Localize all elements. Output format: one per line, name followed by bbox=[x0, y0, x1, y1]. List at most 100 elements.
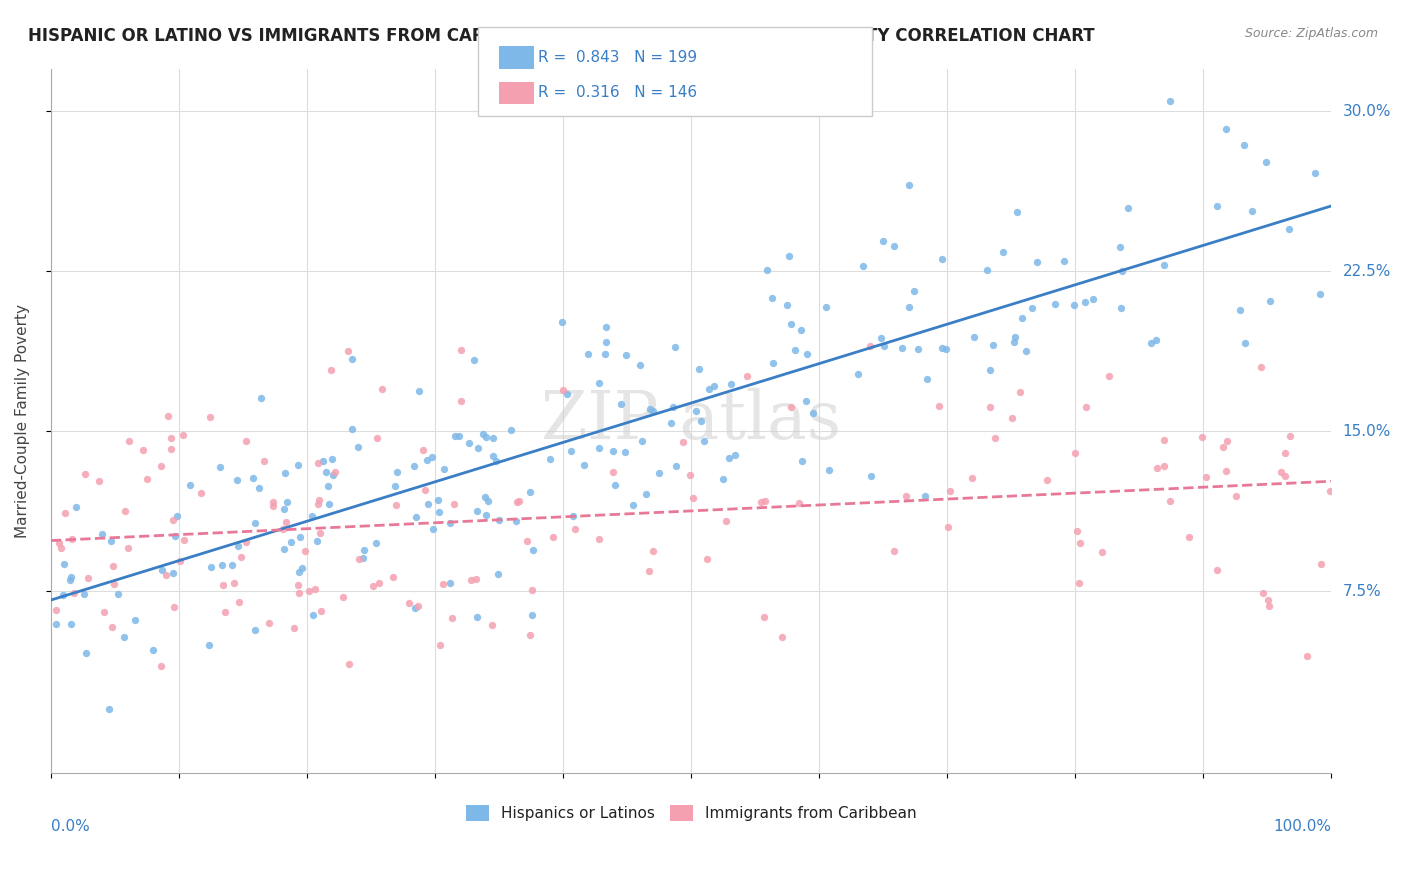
Point bbox=[190, 486, 212, 500]
Point bbox=[250, 391, 273, 405]
Point bbox=[198, 638, 221, 652]
Point bbox=[564, 522, 586, 536]
Point bbox=[226, 539, 249, 553]
Point bbox=[501, 423, 523, 437]
Point bbox=[150, 563, 173, 577]
Point bbox=[935, 342, 957, 356]
Point bbox=[1270, 465, 1292, 479]
Point bbox=[963, 330, 986, 344]
Point bbox=[288, 565, 311, 579]
Point bbox=[1251, 586, 1274, 600]
Point bbox=[214, 605, 236, 619]
Point bbox=[59, 573, 82, 587]
Point bbox=[450, 343, 472, 357]
Point bbox=[640, 402, 662, 417]
Point bbox=[432, 577, 454, 591]
Point bbox=[872, 234, 894, 248]
Point bbox=[315, 465, 337, 479]
Point bbox=[418, 497, 440, 511]
Point bbox=[1008, 384, 1031, 399]
Point bbox=[682, 491, 704, 506]
Point bbox=[551, 384, 574, 398]
Point bbox=[751, 494, 773, 508]
Point bbox=[685, 403, 707, 417]
Point bbox=[439, 516, 461, 530]
Point bbox=[118, 434, 141, 449]
Point bbox=[779, 318, 801, 332]
Point bbox=[903, 284, 925, 298]
Point bbox=[427, 505, 450, 519]
Point bbox=[1021, 301, 1043, 316]
Point bbox=[318, 497, 340, 511]
Point bbox=[873, 339, 896, 353]
Y-axis label: Married-Couple Family Poverty: Married-Couple Family Poverty bbox=[15, 303, 30, 538]
Point bbox=[1043, 297, 1066, 311]
Point bbox=[572, 458, 595, 472]
Point bbox=[1011, 310, 1033, 325]
Point bbox=[896, 489, 918, 503]
Point bbox=[718, 451, 741, 466]
Point bbox=[688, 362, 710, 376]
Point bbox=[672, 435, 695, 450]
Point bbox=[242, 471, 264, 485]
Point bbox=[385, 498, 408, 512]
Point bbox=[1053, 253, 1076, 268]
Point bbox=[603, 477, 626, 491]
Point bbox=[103, 577, 125, 591]
Point bbox=[780, 400, 803, 414]
Point bbox=[179, 478, 201, 492]
Point bbox=[754, 610, 776, 624]
Point bbox=[693, 434, 716, 448]
Point bbox=[1274, 469, 1296, 483]
Point bbox=[173, 533, 195, 548]
Point bbox=[308, 493, 330, 508]
Point bbox=[960, 471, 983, 485]
Point bbox=[984, 431, 1007, 445]
Point bbox=[993, 244, 1015, 259]
Point bbox=[595, 335, 617, 350]
Point bbox=[1140, 335, 1163, 350]
Point bbox=[595, 320, 617, 334]
Point bbox=[211, 558, 233, 573]
Point bbox=[1015, 344, 1038, 359]
Point bbox=[602, 444, 624, 458]
Point bbox=[294, 544, 316, 558]
Point bbox=[785, 343, 807, 357]
Point bbox=[814, 301, 837, 315]
Point bbox=[406, 599, 429, 613]
Point bbox=[762, 356, 785, 370]
Point bbox=[415, 453, 437, 467]
Point bbox=[262, 500, 284, 514]
Point bbox=[398, 596, 420, 610]
Point bbox=[1036, 474, 1059, 488]
Point bbox=[1205, 199, 1227, 213]
Point bbox=[641, 404, 664, 418]
Point bbox=[1303, 166, 1326, 180]
Point bbox=[60, 532, 83, 546]
Point bbox=[449, 429, 471, 443]
Point bbox=[224, 575, 246, 590]
Point bbox=[307, 533, 329, 548]
Text: ZIP atlas: ZIP atlas bbox=[541, 388, 841, 453]
Legend: Hispanics or Latinos, Immigrants from Caribbean: Hispanics or Latinos, Immigrants from Ca… bbox=[465, 805, 917, 822]
Point bbox=[1215, 122, 1237, 136]
Point bbox=[636, 487, 658, 501]
Point bbox=[208, 459, 231, 474]
Point bbox=[981, 337, 1004, 351]
Point bbox=[792, 454, 814, 468]
Point bbox=[665, 458, 688, 473]
Point bbox=[433, 462, 456, 476]
Point bbox=[163, 599, 186, 614]
Point bbox=[602, 465, 624, 479]
Point bbox=[160, 432, 183, 446]
Point bbox=[628, 358, 651, 372]
Point bbox=[48, 536, 70, 550]
Point bbox=[1258, 293, 1281, 308]
Point bbox=[166, 509, 188, 524]
Point bbox=[714, 514, 737, 528]
Point bbox=[298, 583, 321, 598]
Point bbox=[427, 493, 450, 508]
Point bbox=[679, 467, 702, 482]
Point bbox=[385, 465, 408, 479]
Point bbox=[157, 409, 180, 423]
